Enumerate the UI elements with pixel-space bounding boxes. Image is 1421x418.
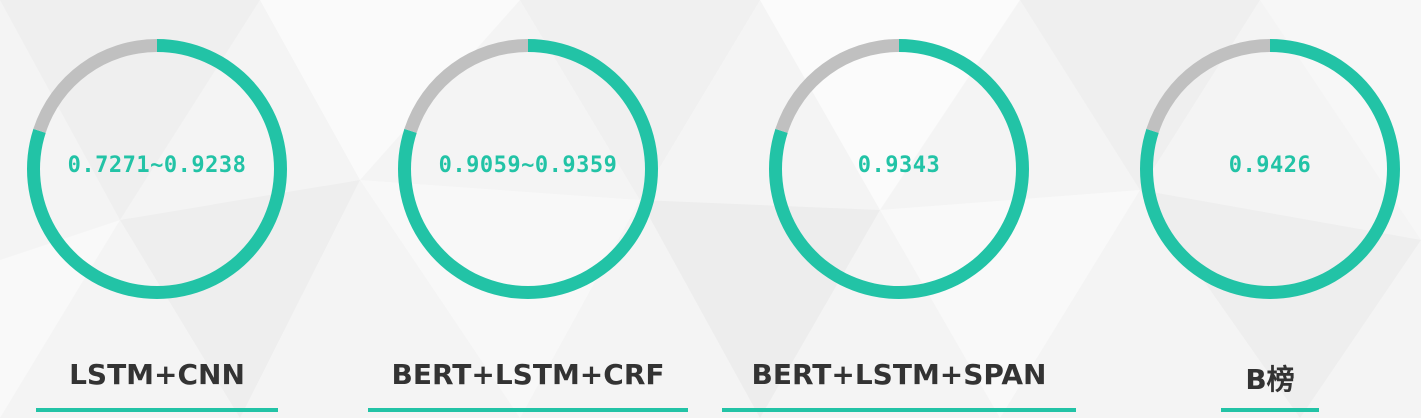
ring-center-value: 0.7271~0.9238 xyxy=(67,153,247,178)
ring-chart xyxy=(769,39,1029,299)
ring-label: LSTM+CNN xyxy=(69,358,245,391)
ring-chart xyxy=(398,39,658,299)
ring-center-value: 0.9059~0.9359 xyxy=(438,153,618,178)
label-underline xyxy=(722,408,1076,412)
ring-chart xyxy=(1140,39,1400,299)
ring-remaining-segment xyxy=(1146,39,1270,133)
ring-remaining-segment xyxy=(404,39,528,133)
ring-remaining-segment xyxy=(33,39,157,133)
ring-label: BERT+LSTM+CRF xyxy=(391,358,665,391)
label-underline xyxy=(36,408,278,412)
ring-label: BERT+LSTM+SPAN xyxy=(751,358,1047,391)
ring-label: B榜 xyxy=(1245,363,1295,396)
ring-chart xyxy=(27,39,288,299)
label-underline xyxy=(368,408,688,412)
ring-center-value: 0.9426 xyxy=(1228,153,1312,178)
ring-center-value: 0.9343 xyxy=(857,153,941,178)
label-underline xyxy=(1221,408,1319,412)
ring-remaining-segment xyxy=(775,39,899,133)
